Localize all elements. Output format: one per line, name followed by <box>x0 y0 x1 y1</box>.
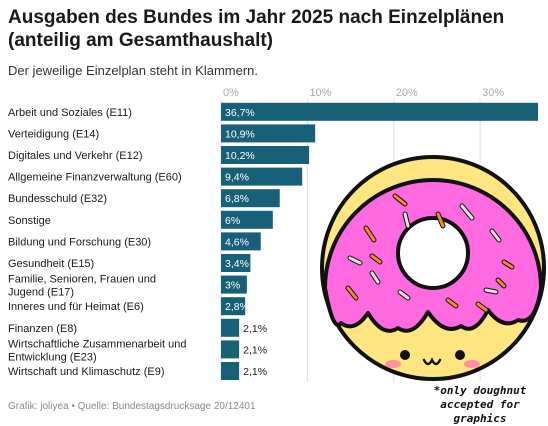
category-label: Wirtschaft und Klimaschutz (E9) <box>8 366 165 378</box>
sprinkle <box>348 256 362 265</box>
sprinkle <box>436 212 445 228</box>
value-label: 3% <box>225 280 240 292</box>
sprinkle <box>346 286 358 300</box>
doughnut-note-line2: accepted for graphics <box>440 398 520 425</box>
value-label: 6,8% <box>225 193 249 205</box>
bar <box>221 275 247 294</box>
category-label: Inneres und für Heimat (E6) <box>8 301 144 313</box>
sprinkle <box>490 229 501 242</box>
bar <box>221 124 316 143</box>
category-label: Familie, Senioren, Frauen und Jugend (E17… <box>8 274 156 299</box>
doughnut-right-eye <box>455 350 465 360</box>
sprinkle <box>476 302 488 312</box>
bar <box>221 210 273 229</box>
bar <box>221 297 246 316</box>
doughnut-left-cheek <box>385 360 401 368</box>
bar <box>221 362 240 380</box>
bar <box>221 254 251 272</box>
bar <box>221 340 240 359</box>
chart-title: Ausgaben des Bundes im Jahr 2025 nach Ei… <box>8 7 505 51</box>
bar <box>221 318 240 337</box>
sprinkle <box>364 226 376 242</box>
category-label: Bundesschuld (E32) <box>8 193 107 205</box>
category-label: Arbeit und Soziales (E11) <box>8 107 132 119</box>
sprinkle <box>370 271 380 284</box>
category-label: Wirtschaftliche Zusammenarbeit und Entwic… <box>8 338 187 363</box>
value-label: 2,1% <box>243 344 267 356</box>
doughnut-hole <box>396 216 470 290</box>
value-label: 2,8% <box>225 301 249 313</box>
value-label: 10,9% <box>225 128 255 140</box>
sprinkle <box>398 290 410 300</box>
doughnut-mouth <box>422 357 442 366</box>
category-label: Gesundheit (E15) <box>8 258 94 270</box>
category-label: Finanzen (E8) <box>8 323 77 335</box>
value-label: 2,1% <box>243 323 267 335</box>
sprinkle <box>460 204 474 220</box>
category-label: Digitales und Verkehr (E12) <box>8 150 143 162</box>
bar <box>221 189 280 208</box>
x-tick-label: 30% <box>482 87 504 99</box>
doughnut-note-line1: *only doughnut <box>433 384 527 397</box>
bar <box>221 102 538 121</box>
source-footer: Grafik: joliyea • Quelle: Bundestagsdruc… <box>8 401 256 412</box>
category-label: Sonstige <box>8 215 51 227</box>
value-label: 9,4% <box>225 172 249 184</box>
doughnut-right-cheek <box>464 360 480 368</box>
value-label: 36,7% <box>225 107 255 119</box>
sprinkle <box>446 298 458 308</box>
value-label: 6% <box>225 215 240 227</box>
chart-subtitle: Der jeweilige Einzelplan steht in Klamme… <box>8 63 259 78</box>
bar <box>221 167 303 186</box>
category-label: Allgemeine Finanzverwaltung (E60) <box>8 172 182 184</box>
sprinkle <box>502 260 514 269</box>
sprinkle <box>403 212 410 228</box>
category-label: Verteidigung (E14) <box>8 128 99 140</box>
bar <box>221 232 261 251</box>
sprinkle <box>370 254 382 264</box>
category-label: Bildung und Forschung (E30) <box>8 236 151 248</box>
bar <box>221 146 310 164</box>
value-label: 4,6% <box>225 236 249 248</box>
x-tick-label: 10% <box>309 87 331 99</box>
x-tick-label: 0% <box>223 87 239 99</box>
sprinkle <box>496 278 506 288</box>
sprinkle <box>393 194 407 206</box>
value-label: 3,4% <box>225 258 249 270</box>
sprinkle <box>484 288 498 294</box>
value-label: 10,2% <box>225 150 255 162</box>
doughnut-left-eye <box>400 350 410 360</box>
x-tick-label: 20% <box>396 87 418 99</box>
value-label: 2,1% <box>243 366 267 378</box>
